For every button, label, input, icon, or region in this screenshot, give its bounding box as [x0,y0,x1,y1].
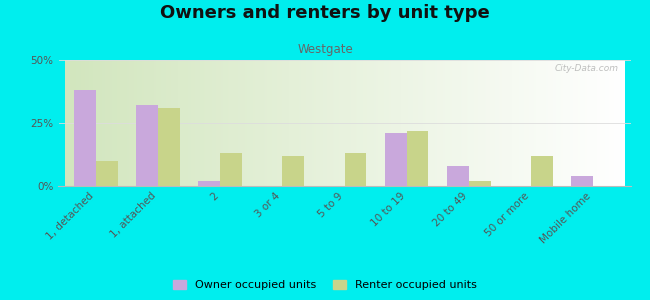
Legend: Owner occupied units, Renter occupied units: Owner occupied units, Renter occupied un… [168,275,482,294]
Bar [407,130,428,186]
Bar [385,133,407,186]
Bar [220,153,242,186]
Text: Owners and renters by unit type: Owners and renters by unit type [160,4,490,22]
Bar [571,176,593,186]
Bar [282,156,304,186]
Bar [96,161,118,186]
Bar [447,166,469,186]
Bar [74,90,96,186]
Text: Westgate: Westgate [297,44,353,56]
Bar [344,153,366,186]
Bar [136,105,158,186]
Bar [158,108,180,186]
Bar [198,181,220,186]
Bar [469,181,491,186]
Bar [531,156,552,186]
Text: City-Data.com: City-Data.com [555,64,619,73]
